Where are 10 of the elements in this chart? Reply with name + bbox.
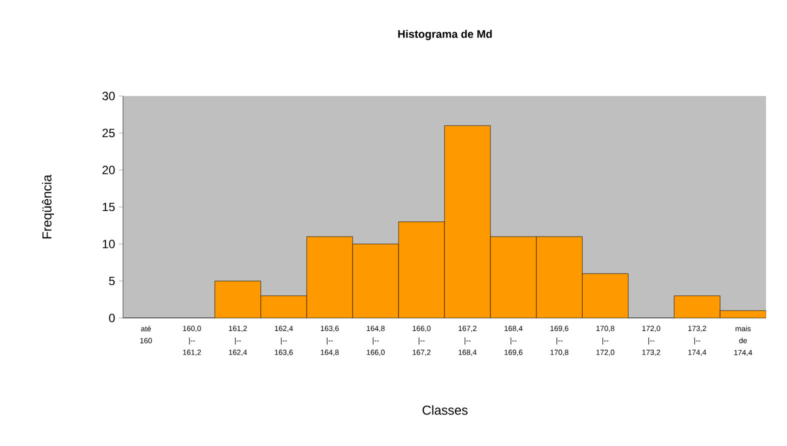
- y-tick-label: 10: [102, 240, 115, 248]
- y-axis-title: Freqüência: [42, 174, 54, 238]
- y-tick-label: 30: [102, 92, 115, 100]
- y-tick-label: 20: [102, 166, 115, 174]
- chart-title: Histograma de Md: [398, 30, 492, 40]
- x-axis-title: Classes: [422, 405, 468, 415]
- y-tick-label: 25: [102, 128, 115, 138]
- y-tick-label: 15: [102, 202, 115, 212]
- y-tick-label: 5: [109, 276, 115, 286]
- y-tick-label: 0: [109, 314, 115, 322]
